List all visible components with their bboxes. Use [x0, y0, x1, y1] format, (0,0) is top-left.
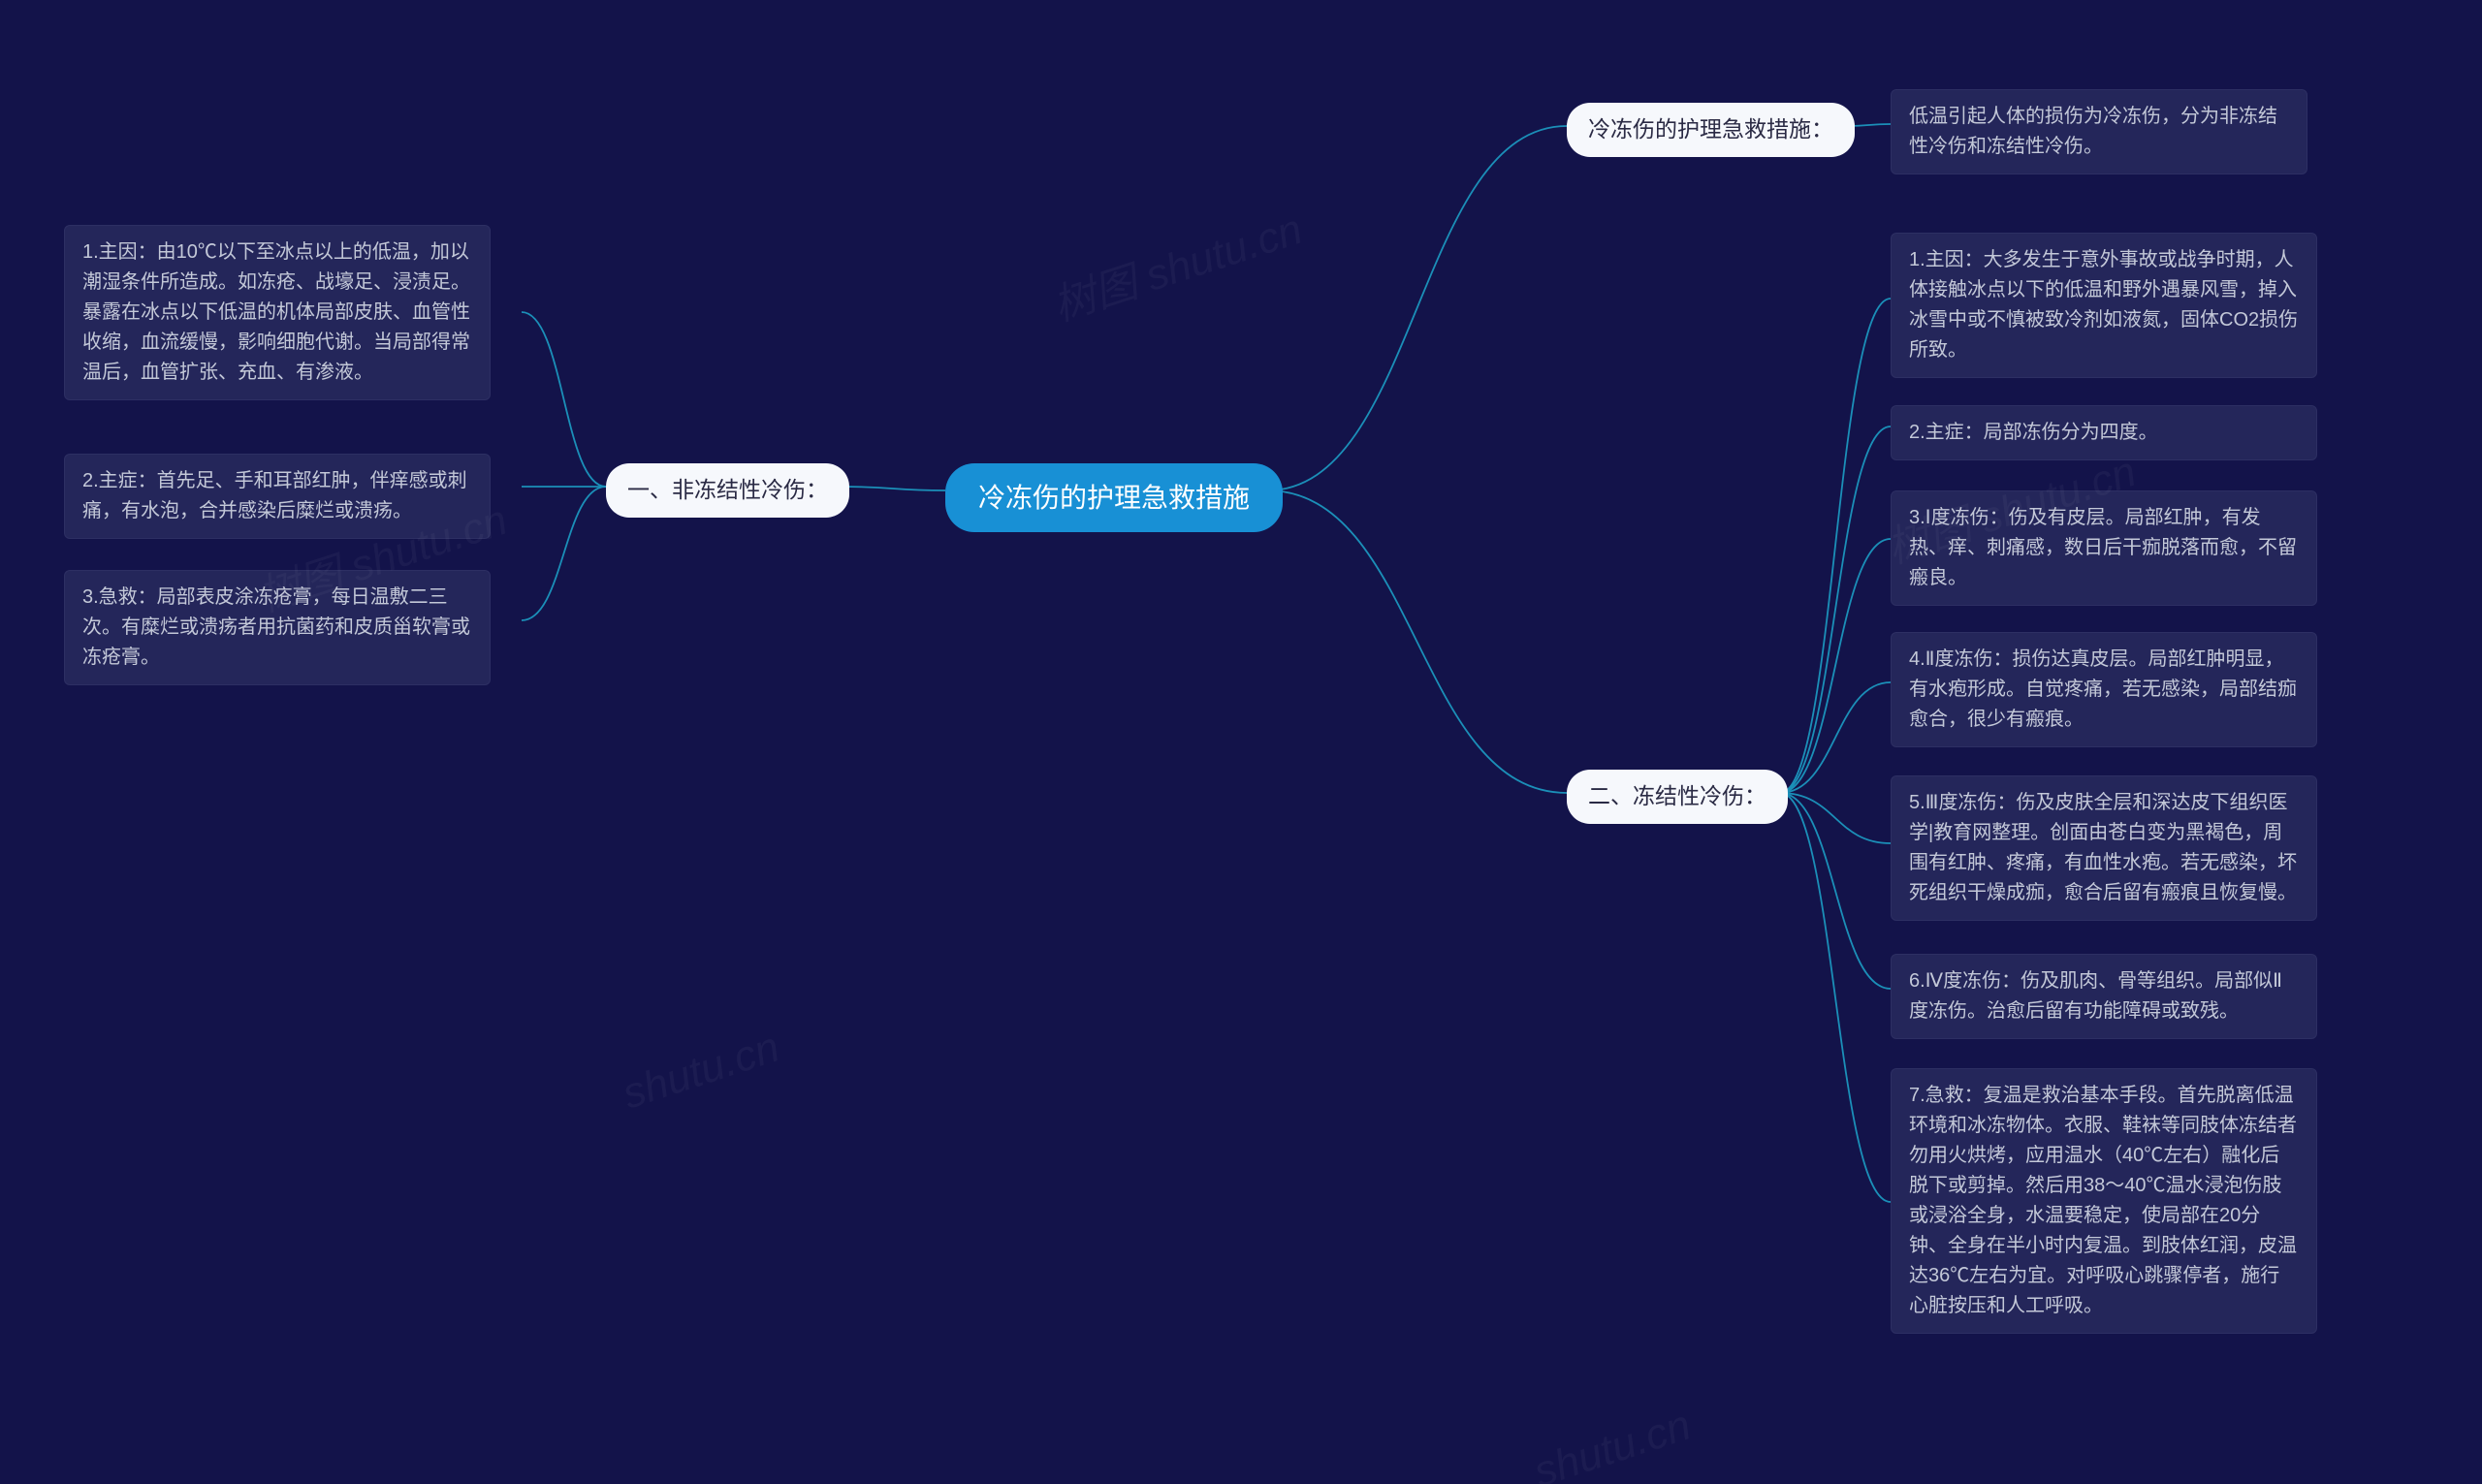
b-left-2: 2.主症：首先足、手和耳部红肿，伴痒感或刺痛，有水泡，合并感染后糜烂或溃疡。 — [64, 454, 491, 539]
b-right-6: 6.Ⅳ度冻伤：伤及肌肉、骨等组织。局部似Ⅱ度冻伤。治愈后留有功能障碍或致残。 — [1891, 954, 2317, 1039]
b-intro: 冷冻伤的护理急救措施： — [1567, 103, 1855, 157]
b-right-5: 5.Ⅲ度冻伤：伤及皮肤全层和深达皮下组织医学|教育网整理。创面由苍白变为黑褐色，… — [1891, 775, 2317, 921]
b-right: 二、冻结性冷伤： — [1567, 770, 1788, 824]
b-left-3: 3.急救：局部表皮涂冻疮膏，每日温敷二三次。有糜烂或溃疡者用抗菌药和皮质甾软膏或… — [64, 570, 491, 685]
b-left: 一、非冻结性冷伤： — [606, 463, 849, 518]
b-intro-1: 低温引起人体的损伤为冷冻伤，分为非冻结性冷伤和冻结性冷伤。 — [1891, 89, 2307, 174]
watermark: shutu.cn — [617, 1024, 785, 1120]
b-right-3: 3.Ⅰ度冻伤：伤及有皮层。局部红肿，有发热、痒、刺痛感，数日后干痂脱落而愈，不留… — [1891, 490, 2317, 606]
watermark: 树图 shutu.cn — [1044, 194, 1309, 332]
watermark: shutu.cn — [1528, 1402, 1697, 1484]
root-node: 冷冻伤的护理急救措施 — [945, 463, 1283, 532]
b-left-1: 1.主因：由10℃以下至冰点以上的低温，加以潮湿条件所造成。如冻疮、战壕足、浸渍… — [64, 225, 491, 400]
b-right-1: 1.主因：大多发生于意外事故或战争时期，人体接触冰点以下的低温和野外遇暴风雪，掉… — [1891, 233, 2317, 378]
b-right-7: 7.急救：复温是救治基本手段。首先脱离低温环境和冰冻物体。衣服、鞋袜等同肢体冻结… — [1891, 1068, 2317, 1334]
b-right-4: 4.Ⅱ度冻伤：损伤达真皮层。局部红肿明显，有水疱形成。自觉疼痛，若无感染，局部结… — [1891, 632, 2317, 747]
b-right-2: 2.主症：局部冻伤分为四度。 — [1891, 405, 2317, 460]
